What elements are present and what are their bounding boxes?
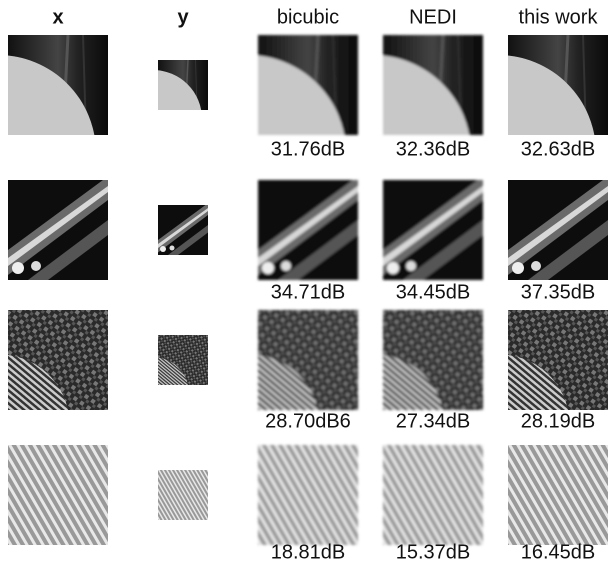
- image-upscaled: [258, 445, 358, 545]
- column-header: x: [52, 6, 63, 28]
- image-y: [104, 60, 208, 168]
- column-header: bicubic: [277, 6, 339, 28]
- psnr-label: 18.81dB: [271, 541, 346, 563]
- psnr-label: 28.19dB: [521, 410, 596, 432]
- image-upscaled: [508, 445, 608, 545]
- image-upscaled: [383, 310, 483, 410]
- psnr-label: 15.37dB: [396, 541, 471, 563]
- psnr-label: 31.76dB: [271, 138, 346, 160]
- psnr-label: 32.63dB: [521, 138, 596, 160]
- image-upscaled: [508, 180, 608, 280]
- column-header: this work: [519, 6, 599, 28]
- psnr-label: 28.70dB6: [265, 410, 351, 432]
- psnr-label: 34.71dB: [271, 281, 346, 303]
- image-upscaled: [383, 180, 483, 280]
- image-y: [158, 335, 208, 385]
- image-upscaled: [508, 310, 608, 410]
- image-upscaled: [383, 445, 483, 545]
- figure: x y bicubic NEDI this work 31.76dB 32.36d…: [0, 0, 614, 569]
- psnr-label: 37.35dB: [521, 281, 596, 303]
- image-x: [8, 310, 108, 410]
- image-upscaled: [258, 180, 358, 280]
- column-header: NEDI: [409, 6, 457, 28]
- column-header: y: [177, 6, 189, 28]
- image-x: [8, 445, 108, 545]
- psnr-label: 16.45dB: [521, 541, 596, 563]
- psnr-label: 34.45dB: [396, 281, 471, 303]
- psnr-label: 27.34dB: [396, 410, 471, 432]
- psnr-label: 32.36dB: [396, 138, 471, 160]
- image-y: [158, 470, 208, 520]
- image-y: [158, 205, 208, 255]
- image-upscaled: [258, 310, 358, 410]
- image-x: [8, 180, 108, 280]
